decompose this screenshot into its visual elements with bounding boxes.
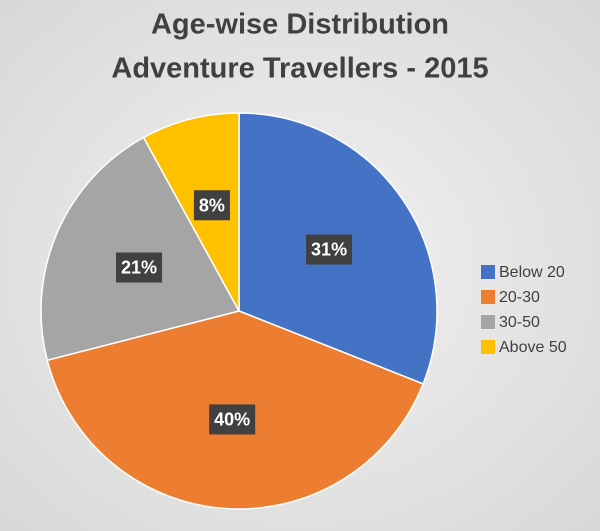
legend-label: 20-30 [499, 289, 540, 306]
legend-label: 30-50 [499, 314, 540, 331]
legend-swatch [481, 265, 495, 279]
chart-title: Adventure Travellers - 2015 [111, 53, 488, 85]
data-label: 40% [214, 409, 250, 429]
legend-label: Below 20 [499, 264, 565, 281]
legend-swatch [481, 290, 495, 304]
pie-slice [142, 112, 240, 312]
data-label-box [306, 234, 353, 265]
pie-slice [40, 136, 241, 362]
data-label: 21% [121, 258, 157, 278]
data-label: 8% [199, 195, 225, 215]
legend-swatch [481, 340, 495, 354]
chart-title: Age-wise Distribution [151, 9, 449, 41]
data-label-box [209, 404, 256, 435]
legend-label: Above 50 [499, 339, 567, 356]
data-label: 31% [311, 240, 347, 260]
data-label-box [116, 252, 163, 283]
legend-swatch [481, 315, 495, 329]
data-label-box [193, 190, 230, 221]
